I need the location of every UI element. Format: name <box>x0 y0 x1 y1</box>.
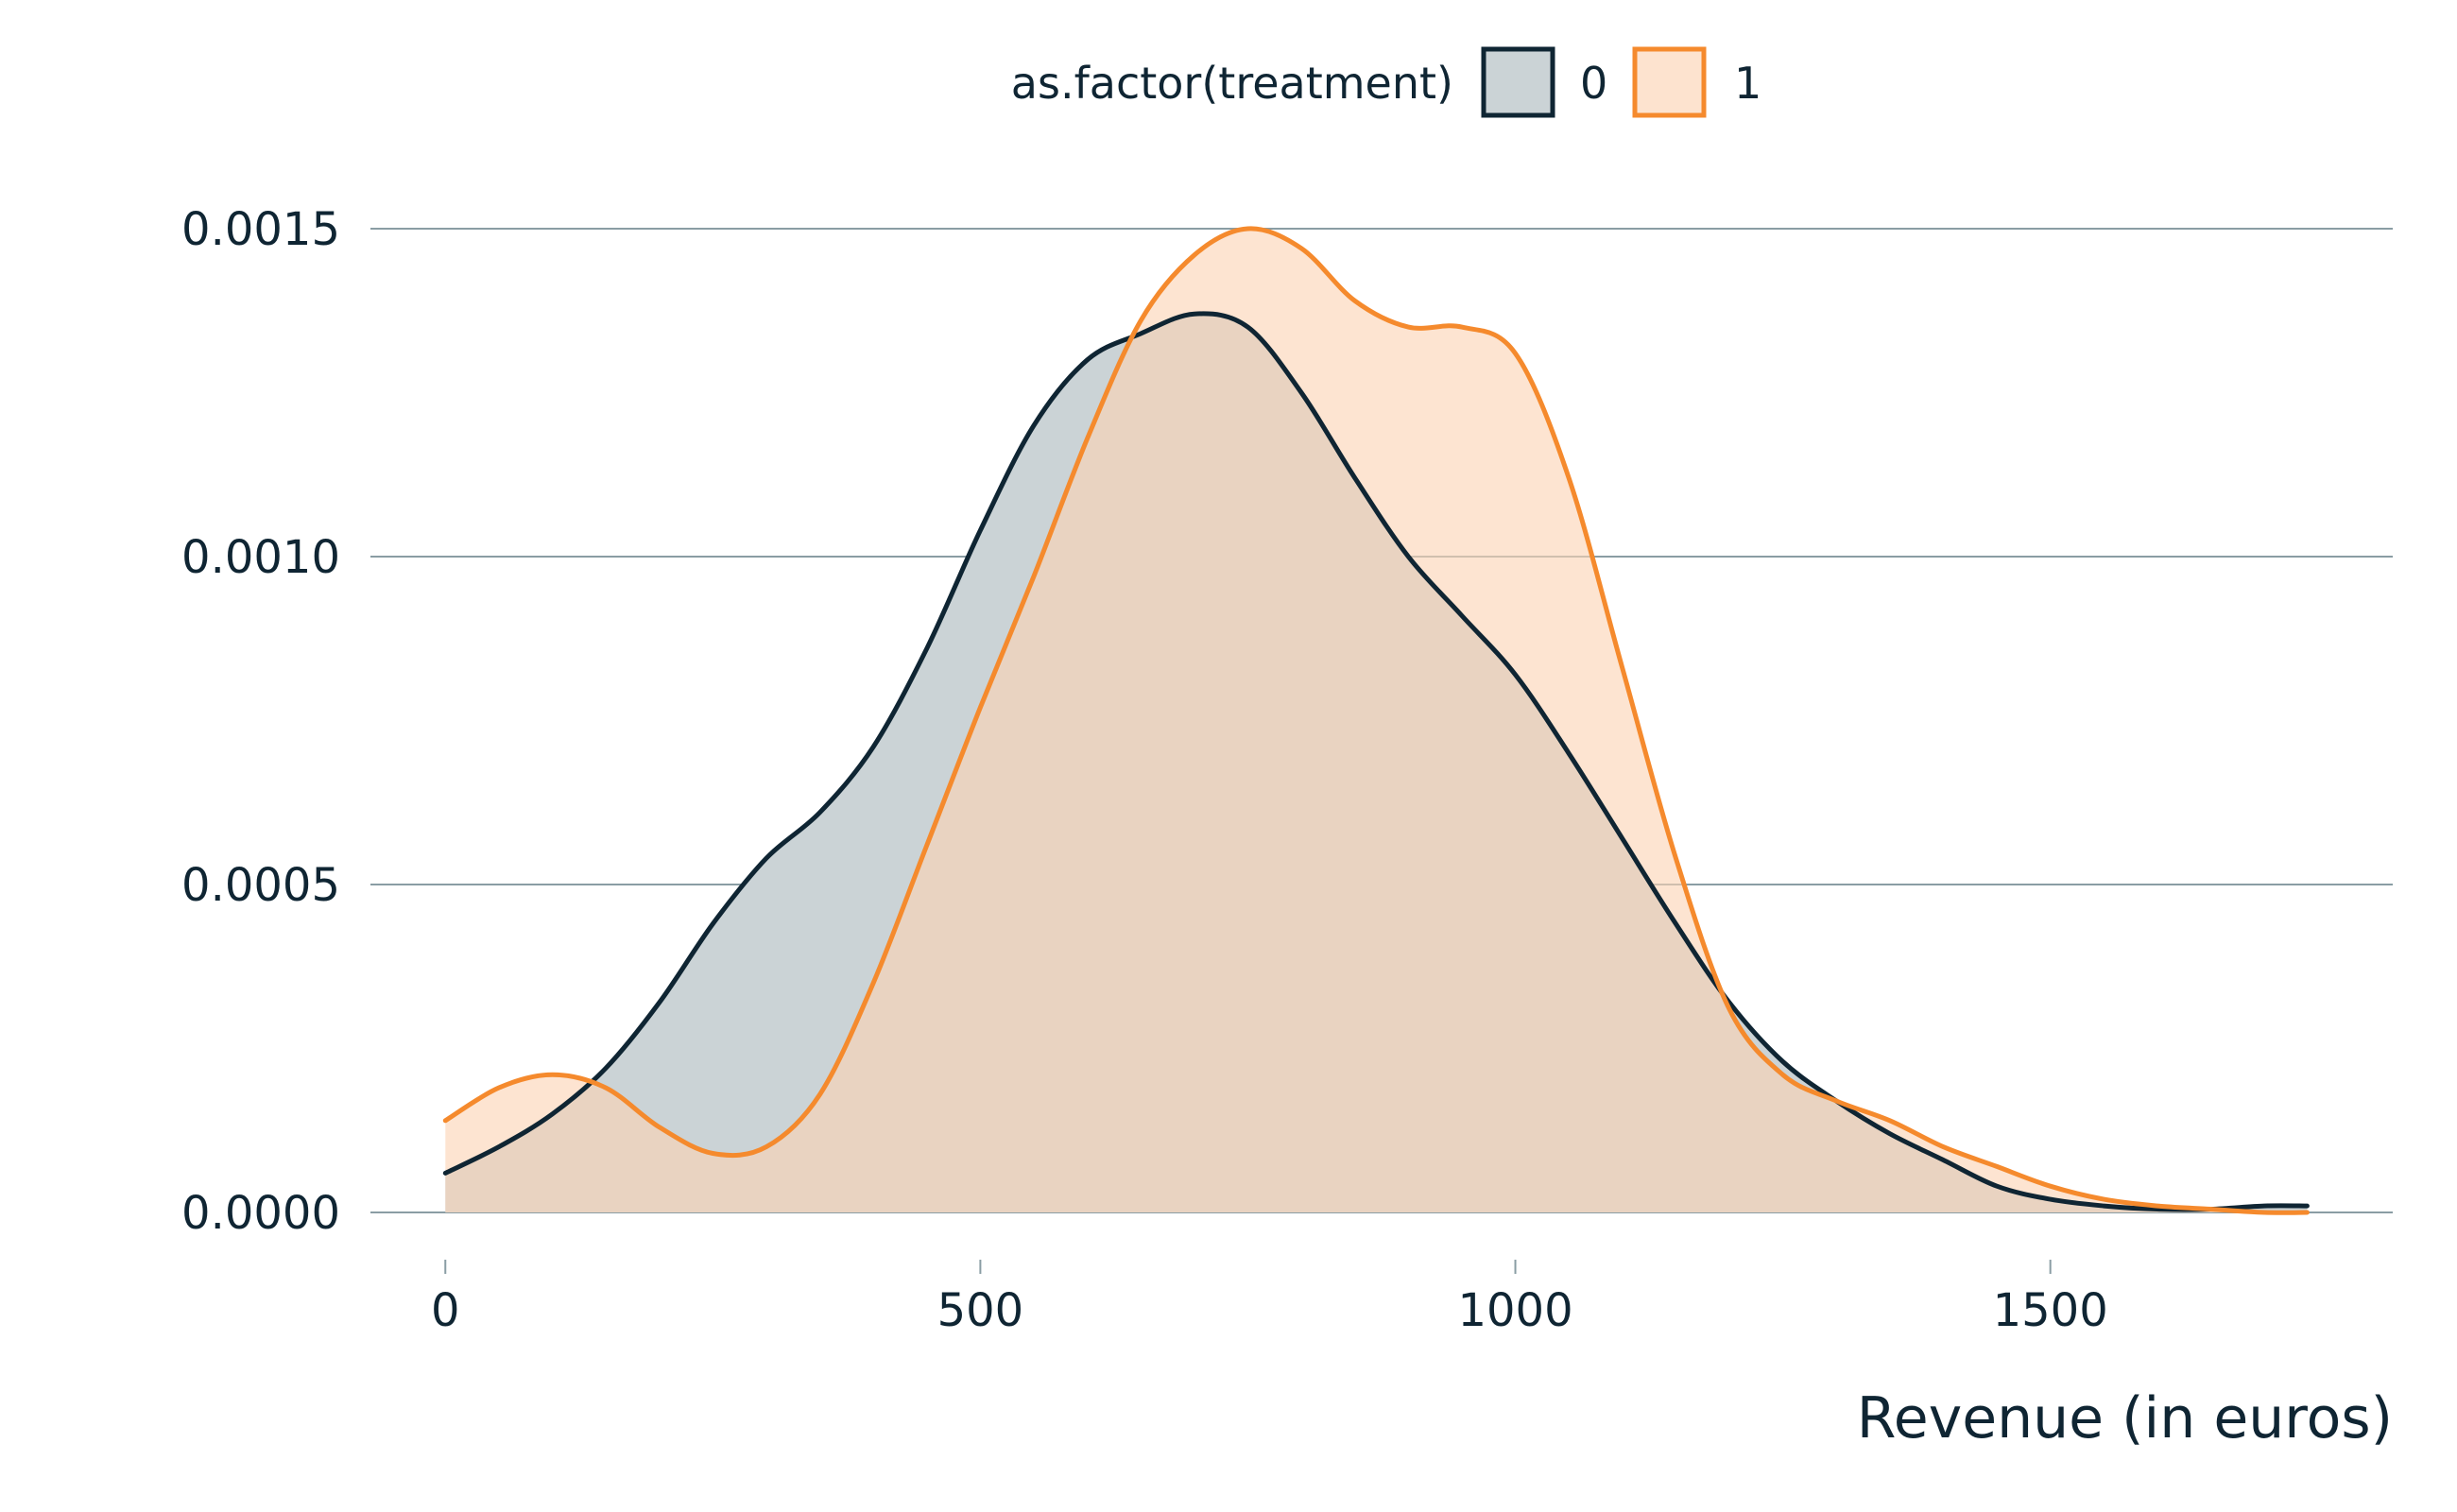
x-tick-label: 500 <box>937 1284 1024 1337</box>
legend: as.factor(treatment) 0 1 <box>1011 46 1761 118</box>
x-axis: 0 500 1000 1500 <box>431 1260 2108 1337</box>
density-areas <box>445 228 2308 1213</box>
x-tick-label: 1000 <box>1457 1284 1572 1337</box>
density-area-1 <box>445 228 2308 1213</box>
legend-key-0 <box>1481 46 1555 118</box>
legend-key-1 <box>1632 46 1707 118</box>
y-tick-label: 0.0015 <box>181 203 340 256</box>
density-line-0 <box>442 311 2310 1212</box>
legend-title: as.factor(treatment) <box>1011 58 1453 109</box>
y-tick-label: 0.0005 <box>181 859 340 912</box>
y-axis: 0.0000 0.0005 0.0010 0.0015 <box>181 203 340 1240</box>
legend-label-0: 0 <box>1580 58 1607 109</box>
density-lines <box>442 226 2310 1215</box>
density-line-1 <box>442 226 2310 1215</box>
x-axis-title: Revenue (in euros) <box>1857 1385 2393 1452</box>
legend-label-1: 1 <box>1734 58 1761 109</box>
x-tick-label: 1500 <box>1993 1284 2108 1337</box>
y-tick-label: 0.0010 <box>181 531 340 584</box>
y-tick-label: 0.0000 <box>181 1187 340 1240</box>
x-tick-label: 0 <box>431 1284 460 1337</box>
